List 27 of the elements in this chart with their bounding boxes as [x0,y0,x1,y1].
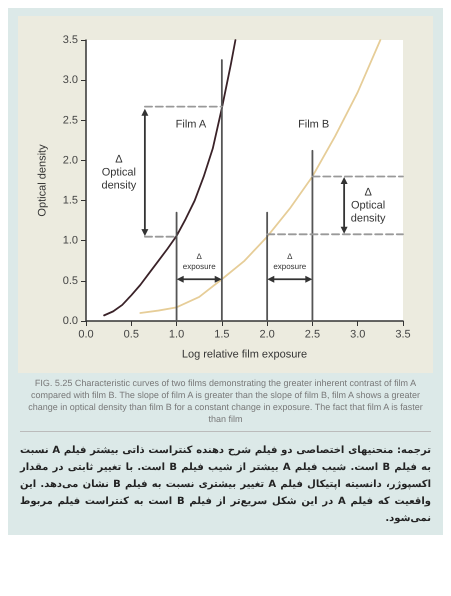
y-tick-label: 1.0 [62,234,78,247]
y-tick-label: 0.5 [62,274,78,287]
x-tick-label: 3.0 [350,328,366,340]
line-series [103,39,236,316]
x-tick-label: 0.5 [124,328,139,340]
y-tick-label: 3.0 [62,74,78,86]
x-tick-label: 1.5 [214,328,230,340]
x-tick-label: 1.0 [168,328,184,340]
y-tick-label: 0.0 [62,315,78,327]
series-label: Film A [176,118,207,130]
y-tick-label: 2.5 [62,114,78,126]
y-tick-label: 3.5 [62,34,78,46]
series-label: Δ exposure [273,252,307,271]
caption: FIG. 5.25 Characteristic curves of two films demonstrating the greater inherent contrast of film A compared with film B. The slope of film A is greater than the slope of film B, film A shows a greater change in optical density than film B for a constant change in exposure. The fact that film A is faster than film [20,377,431,432]
series-label: Film B [298,118,330,130]
y-tick-label: 1.5 [62,194,78,207]
y-axis-title: Optical density [36,144,48,217]
series-label: Δ Optical density [101,153,137,192]
x-tick-label: 0.0 [78,328,94,340]
series-label: Δ Optical density [350,186,386,224]
series-label: Δ exposure [182,252,216,271]
y-tick-label: 2.0 [62,154,78,166]
x-tick-label: 3.5 [395,328,411,340]
x-axis-title: Log relative film exposure [182,348,308,360]
text: ترجمه: منحنیهای اختصاصی دو فیلم شرح دهنده کنتراست ذاتی بیشتر فیلم A نسبت به فیلم B است. شیب فیلم A بیشتر از شیب فیلم B است. با تغییر ثابتی در مقدار اکسپوژر، دانسیته اپتیکال فیلم A تغییر بیشتری نسبت به فیلم B نشان می‌دهد. این واقعیت که فیلم A در این شکل سریع‌تر از فیلم B است به کنتراست فیلم مربوط نمی‌شود. [20,444,432,526]
x-tick-label: 2.0 [259,328,275,340]
x-tick-label: 2.5 [304,328,320,340]
